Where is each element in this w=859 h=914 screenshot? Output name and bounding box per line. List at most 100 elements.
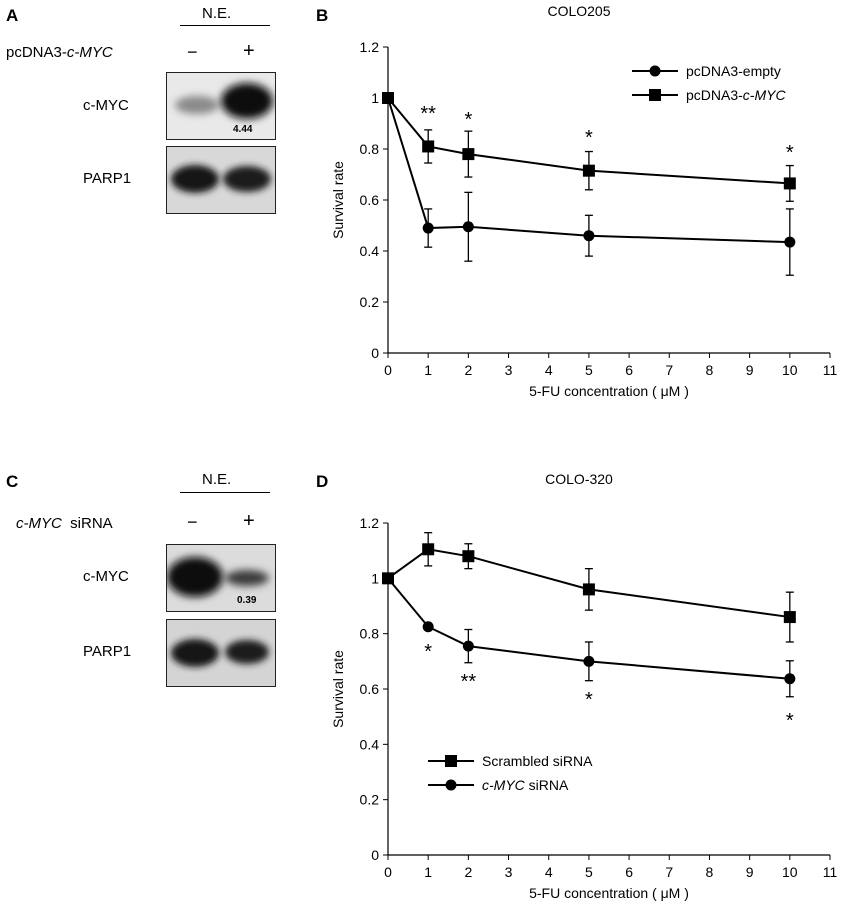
panel-c-ne-label: N.E. — [202, 471, 232, 488]
chart-d-y-tick-label: 0.4 — [360, 736, 380, 752]
panel-c-blot-parp1 — [166, 619, 276, 687]
panel-c-row-cmyc-label: c-MYC — [83, 568, 129, 585]
chart-d-significance-mark: ** — [461, 671, 477, 693]
chart-b-x-tick-label: 1 — [424, 362, 432, 378]
chart-d-y-tick-label: 1 — [371, 570, 379, 586]
chart-b-series-1-point — [382, 92, 394, 104]
chart-b-significance-mark: * — [786, 142, 794, 164]
panel-a-plus: + — [243, 40, 255, 62]
chart-d-y-tick-label: 0.8 — [360, 626, 380, 642]
chart-b-x-tick-label: 5 — [585, 362, 593, 378]
chart-b-y-tick-label: 0.8 — [360, 141, 380, 157]
chart-b-y-tick-label: 0.2 — [360, 294, 380, 310]
chart-d-x-tick-label: 8 — [706, 864, 714, 880]
chart-colo320: COLO-320 0 0.2 0.4 0.6 0.8 1 1.2 0 1 2 3 4 5 6 7 8 9 10 11 5… — [330, 471, 838, 901]
chart-d-legend-marker — [445, 779, 457, 791]
chart-b-y-tick-label: 1.2 — [360, 39, 380, 55]
chart-d-x-tick-label: 2 — [464, 864, 472, 880]
chart-b-legend-label-0: pcDNA3-empty — [686, 63, 781, 79]
chart-b-y-axis-label: Survival rate — [330, 161, 346, 239]
panel-c-treatment-label: c-MYC siRNA — [16, 515, 113, 532]
chart-colo205: COLO205 0 0.2 0.4 0.6 0.8 1 1.2 0 1 2 3 4 5 6 7 8 9 10 11 5-… — [330, 3, 838, 399]
panel-a-row-cmyc-label: c-MYC — [83, 97, 129, 114]
panel-a-minus: − — [187, 42, 198, 62]
panel-a-letter: A — [6, 6, 19, 25]
chart-b-y-tick-label: 1 — [371, 90, 379, 106]
panel-c-ne-line — [180, 492, 270, 493]
chart-d-series-0-point — [582, 583, 595, 596]
chart-b-x-tick-label: 2 — [464, 362, 472, 378]
chart-b-x-tick-label: 11 — [823, 362, 838, 378]
chart-d-x-tick-label: 11 — [823, 864, 838, 880]
chart-b-legend-label-1: pcDNA3-c-MYC — [686, 87, 786, 103]
chart-b-series-0-point — [583, 230, 595, 242]
chart-b-x-tick-label: 7 — [665, 362, 673, 378]
chart-b-x-axis-label: 5-FU concentration ( μM ) — [529, 383, 689, 399]
chart-b-legend-marker — [649, 89, 661, 101]
chart-b-significance-mark: * — [585, 127, 593, 149]
chart-d-x-tick-label: 0 — [384, 864, 392, 880]
chart-b-series-1-point — [582, 164, 595, 177]
chart-d-significance-mark: * — [424, 641, 432, 663]
chart-b-y-tick-label: 0.6 — [360, 192, 380, 208]
chart-d-x-tick-label: 7 — [665, 864, 673, 880]
panel-c-blot-cmyc — [166, 544, 276, 612]
chart-d-y-tick-label: 0.6 — [360, 681, 380, 697]
panel-c-plus: + — [243, 510, 255, 532]
panel-d-letter: D — [316, 472, 329, 491]
panel-a-quant-value: 4.44 — [233, 124, 253, 135]
chart-b-series-0-point — [462, 221, 474, 233]
chart-d-x-tick-label: 6 — [625, 864, 633, 880]
chart-b-y-tick-label: 0 — [371, 345, 379, 361]
panel-c-letter: C — [6, 472, 19, 491]
chart-d-series-1-point — [382, 572, 394, 584]
chart-b-x-tick-label: 3 — [505, 362, 513, 378]
panel-b-letter: B — [316, 6, 329, 25]
chart-d-significance-mark: * — [786, 710, 794, 732]
chart-d-x-axis-label: 5-FU concentration ( μM ) — [529, 885, 689, 901]
panel-a-treatment-label: pcDNA3-c-MYC — [6, 44, 113, 61]
panel-a-ne-line — [180, 25, 270, 26]
chart-d-x-tick-label: 5 — [585, 864, 593, 880]
chart-b-series-1-point — [462, 148, 475, 161]
chart-b-x-tick-label: 0 — [384, 362, 392, 378]
chart-d-x-tick-label: 1 — [424, 864, 432, 880]
chart-b-title: COLO205 — [547, 3, 610, 19]
chart-b-series-0-point — [422, 222, 434, 234]
panel-c-minus: − — [187, 512, 198, 532]
chart-d-series-0-point — [462, 550, 475, 563]
panel-a-blot-parp1 — [166, 146, 276, 214]
chart-b-y-tick-label: 0.4 — [360, 243, 380, 259]
panel-c-row-parp1-label: PARP1 — [83, 643, 132, 660]
chart-b-x-tick-label: 8 — [706, 362, 714, 378]
chart-b-significance-mark: * — [464, 109, 472, 131]
chart-d-y-tick-label: 0 — [371, 847, 379, 863]
chart-d-y-axis-label: Survival rate — [330, 650, 346, 728]
chart-d-x-tick-label: 9 — [746, 864, 754, 880]
chart-b-significance-mark: ** — [420, 103, 436, 125]
chart-d-x-tick-label: 3 — [505, 864, 513, 880]
chart-d-series-0-point — [783, 611, 796, 624]
chart-b-x-tick-label: 4 — [545, 362, 553, 378]
chart-d-series-1-point — [462, 640, 474, 652]
chart-d-x-tick-label: 4 — [545, 864, 553, 880]
chart-d-legend-label-1: c-MYC siRNA — [482, 777, 569, 793]
chart-b-series-0-point — [784, 236, 796, 248]
chart-d-title: COLO-320 — [545, 471, 613, 487]
chart-b-x-tick-label: 10 — [782, 362, 798, 378]
chart-d-series-1-point — [583, 655, 595, 667]
chart-d-series-0-point — [422, 543, 435, 556]
chart-b-x-tick-label: 9 — [746, 362, 754, 378]
panel-c-quant-value: 0.39 — [237, 595, 257, 606]
panel-a-blot-cmyc — [166, 72, 276, 140]
chart-d-y-tick-label: 0.2 — [360, 792, 380, 808]
chart-b-series-1-point — [783, 177, 796, 190]
chart-b-x-tick-label: 6 — [625, 362, 633, 378]
chart-d-x-tick-label: 10 — [782, 864, 798, 880]
chart-d-y-tick-label: 1.2 — [360, 515, 380, 531]
panel-a-ne-label: N.E. — [202, 5, 232, 22]
chart-d-legend-marker — [445, 755, 457, 767]
chart-d-significance-mark: * — [585, 689, 593, 711]
chart-d-series-1-point — [784, 673, 796, 685]
chart-b-legend-marker — [649, 65, 661, 77]
